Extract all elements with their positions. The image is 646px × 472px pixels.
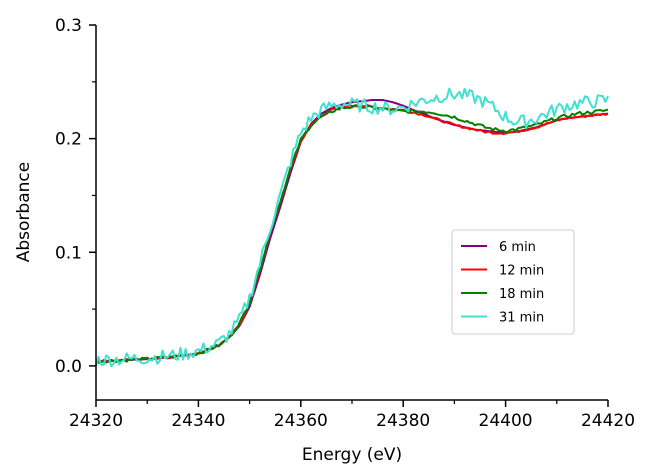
y-axis-label: Absorbance	[14, 162, 34, 262]
y-tick-label: 0.3	[55, 16, 82, 36]
series-lines	[95, 87, 609, 368]
legend: 6 min 12 min 18 min 31 min	[451, 229, 575, 335]
x-tick-label: 24400	[479, 411, 533, 431]
x-axis-label: Energy (eV)	[302, 445, 402, 465]
legend-label-3: 18 min	[499, 287, 544, 302]
x-tick-label: 24420	[581, 411, 635, 431]
series-line-4	[95, 87, 609, 368]
y-tick-label: 0.1	[55, 243, 82, 263]
y-tick-label: 0.2	[55, 130, 82, 150]
x-tick-label: 24360	[274, 411, 328, 431]
axes: 0.0 0.1 0.2 0.3 24320 24340 24360 24380 24400 244…	[55, 16, 635, 431]
legend-label-4: 31 min	[499, 311, 544, 326]
x-tick-label: 24340	[171, 411, 225, 431]
legend-label-1: 6 min	[499, 240, 536, 255]
x-tick-label: 24380	[376, 411, 430, 431]
x-tick-label: 24320	[69, 411, 123, 431]
legend-label-2: 12 min	[499, 264, 544, 279]
legend-box	[451, 229, 575, 335]
y-tick-label: 0.0	[55, 357, 82, 377]
